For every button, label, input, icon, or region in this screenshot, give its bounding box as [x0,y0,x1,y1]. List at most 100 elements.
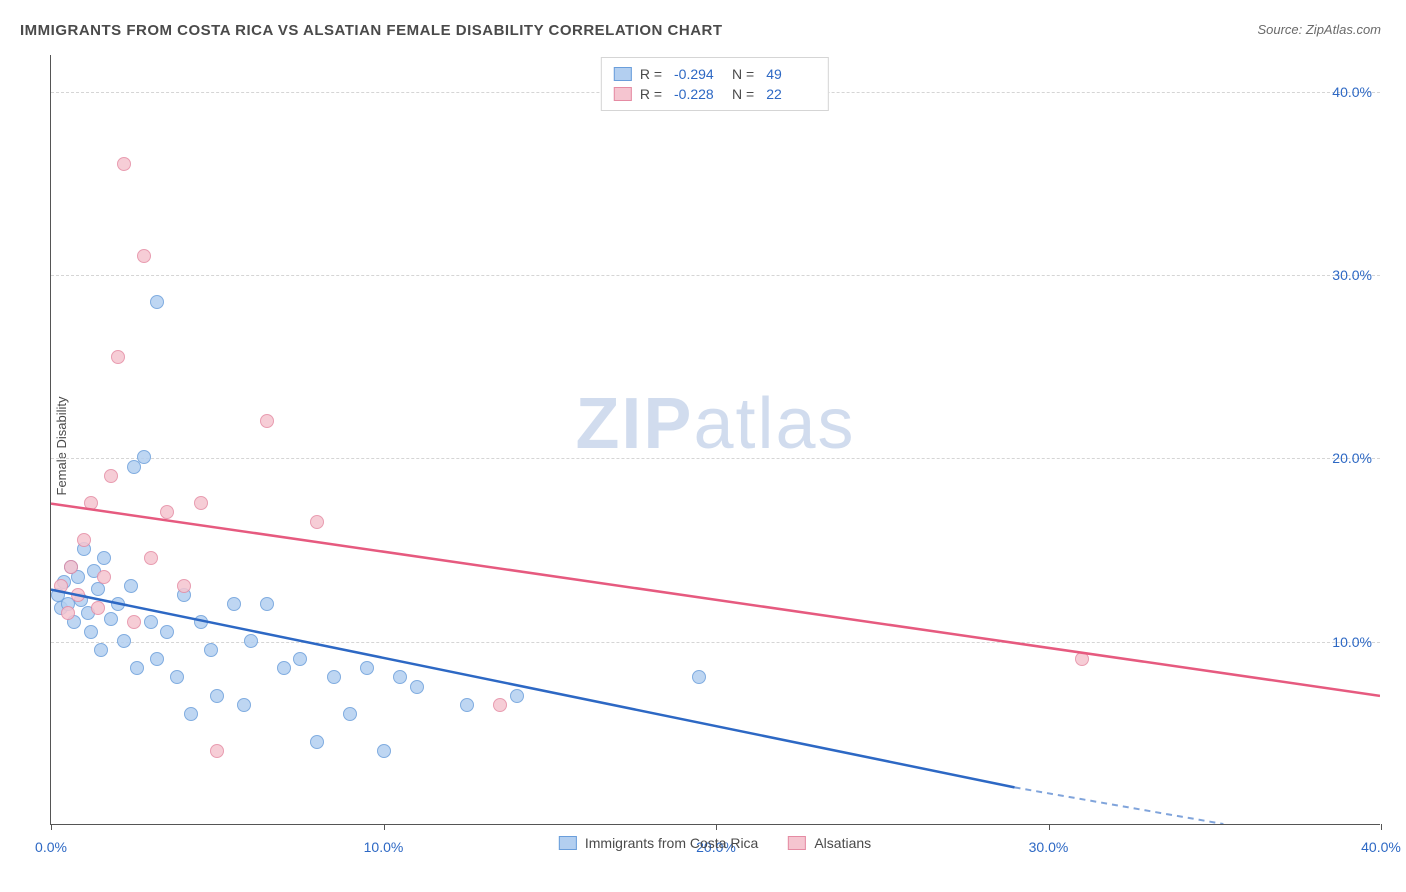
scatter-point [227,597,241,611]
scatter-point [144,615,158,629]
legend-n-label: N = [732,66,754,82]
scatter-point [111,597,125,611]
scatter-point [104,612,118,626]
plot-area: ZIPatlas 10.0%20.0%30.0%40.0%0.0%10.0%20… [50,55,1380,825]
scatter-point [61,606,75,620]
legend-n-label: N = [732,86,754,102]
watermark: ZIPatlas [575,383,855,465]
trend-line-extrapolated [1015,787,1224,824]
x-tick-label: 30.0% [1029,839,1069,855]
legend-series-item: Immigrants from Costa Rica [559,835,758,851]
legend-series-item: Alsatians [788,835,871,851]
scatter-point [130,661,144,675]
scatter-point [343,707,357,721]
scatter-point [260,414,274,428]
legend-r-label: R = [640,86,662,102]
scatter-point [393,670,407,684]
scatter-point [244,634,258,648]
scatter-point [111,350,125,364]
scatter-point [77,533,91,547]
y-tick-label: 10.0% [1332,634,1372,650]
x-tick-label: 0.0% [35,839,67,855]
scatter-point [150,295,164,309]
scatter-point [170,670,184,684]
legend-series-label: Immigrants from Costa Rica [585,835,758,851]
scatter-point [91,601,105,615]
legend-r-value: -0.294 [674,66,724,82]
scatter-point [137,450,151,464]
legend-r-value: -0.228 [674,86,724,102]
scatter-point [277,661,291,675]
scatter-point [54,579,68,593]
legend-swatch [559,836,577,850]
watermark-light: atlas [693,384,855,464]
legend-correlation-box: R = -0.294 N = 49 R = -0.228 N = 22 [601,57,829,111]
scatter-point [94,643,108,657]
scatter-point [194,496,208,510]
source-label: Source: ZipAtlas.com [1257,22,1381,37]
scatter-point [1075,652,1089,666]
legend-series-label: Alsatians [814,835,871,851]
scatter-point [117,634,131,648]
x-tick-mark [716,824,717,830]
y-tick-label: 30.0% [1332,267,1372,283]
gridline [51,275,1380,276]
scatter-point [97,551,111,565]
scatter-point [210,689,224,703]
legend-swatch [614,87,632,101]
scatter-point [237,698,251,712]
scatter-point [137,249,151,263]
x-tick-mark [1049,824,1050,830]
plot-wrap: ZIPatlas 10.0%20.0%30.0%40.0%0.0%10.0%20… [50,55,1380,825]
legend-correlation-row: R = -0.294 N = 49 [614,64,816,84]
scatter-point [410,680,424,694]
legend-series: Immigrants from Costa Rica Alsatians [559,835,871,851]
y-tick-label: 40.0% [1332,84,1372,100]
scatter-point [71,588,85,602]
scatter-point [150,652,164,666]
gridline [51,458,1380,459]
legend-n-value: 49 [766,66,816,82]
scatter-point [310,735,324,749]
legend-r-label: R = [640,66,662,82]
x-tick-mark [1381,824,1382,830]
legend-swatch [614,67,632,81]
scatter-point [160,625,174,639]
scatter-point [91,582,105,596]
scatter-point [260,597,274,611]
scatter-point [460,698,474,712]
x-tick-mark [384,824,385,830]
scatter-point [104,469,118,483]
scatter-point [204,643,218,657]
scatter-point [493,698,507,712]
scatter-point [64,560,78,574]
scatter-point [144,551,158,565]
scatter-point [184,707,198,721]
scatter-point [210,744,224,758]
scatter-point [84,625,98,639]
scatter-point [360,661,374,675]
x-tick-mark [51,824,52,830]
scatter-point [692,670,706,684]
legend-correlation-row: R = -0.228 N = 22 [614,84,816,104]
chart-title: IMMIGRANTS FROM COSTA RICA VS ALSATIAN F… [20,22,723,39]
scatter-point [293,652,307,666]
watermark-bold: ZIP [575,384,693,464]
x-tick-label: 40.0% [1361,839,1401,855]
scatter-point [97,570,111,584]
y-tick-label: 20.0% [1332,450,1372,466]
scatter-point [310,515,324,529]
scatter-point [327,670,341,684]
scatter-point [117,157,131,171]
scatter-point [84,496,98,510]
scatter-point [194,615,208,629]
legend-swatch [788,836,806,850]
x-tick-label: 10.0% [364,839,404,855]
scatter-point [124,579,138,593]
scatter-point [377,744,391,758]
scatter-point [510,689,524,703]
scatter-point [127,615,141,629]
trend-lines-svg [51,55,1380,824]
legend-n-value: 22 [766,86,816,102]
scatter-point [160,505,174,519]
